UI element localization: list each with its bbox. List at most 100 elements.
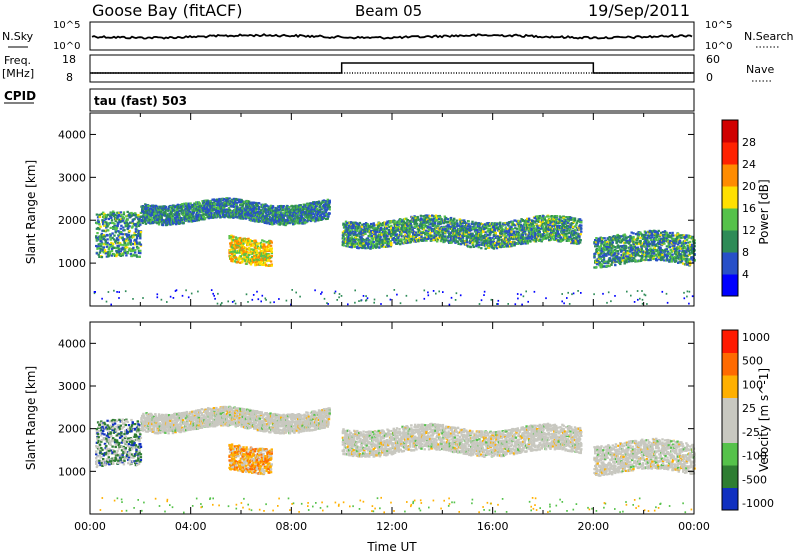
echo-cell	[298, 218, 302, 221]
echo-cell	[367, 246, 370, 249]
echo-cell	[314, 206, 317, 209]
echo-cell	[482, 244, 485, 247]
echo-cell	[278, 213, 282, 216]
echo-cell	[387, 224, 390, 227]
echo-cell	[255, 256, 258, 259]
echo-cell	[390, 227, 393, 230]
echo-cell	[282, 205, 285, 208]
echo-cell	[128, 230, 131, 233]
echo-cell	[237, 257, 240, 260]
echo-cell	[390, 224, 393, 227]
echo-cell	[311, 218, 314, 221]
echo-cell	[362, 242, 365, 245]
echo-cell	[414, 218, 417, 221]
echo-cell	[426, 236, 429, 239]
echo-cell	[380, 243, 383, 246]
echo-cell	[103, 243, 106, 246]
echo-cell	[108, 233, 112, 236]
echo-cell	[362, 233, 365, 236]
echo-cell	[222, 207, 226, 210]
echo-cell	[137, 230, 141, 233]
echo-cell	[370, 222, 373, 226]
echo-cell	[384, 231, 387, 234]
echo-cell	[239, 249, 242, 252]
echo-cell	[453, 239, 456, 242]
echo-cell	[171, 216, 174, 219]
echo-cell	[313, 202, 316, 206]
echo-cell	[450, 238, 453, 241]
echo-cell	[217, 206, 220, 209]
echo-cell	[412, 236, 415, 239]
echo-cell	[400, 232, 403, 235]
echo-cell	[108, 254, 111, 257]
echo-cell	[487, 233, 490, 237]
echo-cell	[396, 220, 399, 223]
echo-cell	[357, 222, 360, 226]
echo-cell	[124, 251, 127, 254]
echo-cell	[351, 225, 354, 228]
echo-cell	[354, 236, 358, 239]
echo-cell	[263, 244, 266, 247]
echo-cell	[129, 235, 132, 238]
echo-cell	[139, 252, 142, 255]
echo-cell	[475, 222, 478, 225]
echo-cell	[119, 254, 122, 257]
echo-cell	[379, 235, 382, 239]
echo-cell	[164, 214, 167, 217]
echo-cell	[253, 243, 256, 246]
echo-cell	[150, 209, 153, 212]
echo-cell	[241, 244, 244, 247]
echo-cell	[325, 208, 328, 211]
echo-cell	[478, 241, 481, 244]
echo-cell	[468, 233, 471, 236]
echo-cell	[372, 240, 375, 244]
echo-cell	[112, 242, 115, 245]
echo-cell	[327, 207, 331, 210]
echo-cell	[504, 239, 507, 242]
echo-cell	[153, 221, 156, 224]
echo-cell	[132, 235, 135, 238]
echo-cell	[215, 202, 218, 205]
nave-step-series	[90, 62, 694, 74]
echo-cell	[372, 233, 375, 236]
echo-cell	[141, 221, 144, 225]
echo-cell	[347, 240, 350, 243]
echo-cell	[242, 245, 246, 249]
echo-cell	[265, 218, 268, 221]
echo-cell	[366, 229, 369, 232]
echo-cell	[266, 241, 270, 244]
echo-cell	[281, 213, 285, 216]
echo-cell	[251, 258, 255, 261]
echo-cell	[169, 205, 173, 209]
echo-cell	[236, 251, 239, 254]
echo-cell	[357, 243, 360, 246]
echo-cell	[325, 204, 328, 207]
echo-cell	[257, 210, 260, 213]
echo-cell	[497, 245, 501, 249]
echo-cell	[459, 235, 463, 238]
echo-cell	[173, 209, 176, 212]
echo-cell	[235, 213, 238, 216]
echo-cell	[454, 230, 458, 233]
echo-cell	[233, 252, 236, 255]
echo-cell	[107, 213, 110, 216]
echo-cell	[125, 225, 128, 228]
echo-cell	[369, 234, 372, 237]
echo-cell	[134, 213, 138, 216]
echo-cell	[276, 222, 279, 225]
echo-cell	[271, 223, 274, 226]
echo-cell	[378, 240, 381, 243]
echo-cell	[299, 216, 302, 220]
echo-cell	[196, 203, 199, 206]
echo-cell	[482, 230, 485, 234]
echo-cell	[251, 252, 255, 255]
echo-cell	[466, 241, 469, 244]
echo-cell	[375, 239, 378, 242]
echo-cell	[507, 233, 510, 236]
echo-cell	[256, 251, 259, 254]
echo-cell	[453, 217, 456, 220]
echo-cell	[106, 234, 109, 237]
echo-cell	[115, 247, 118, 250]
echo-cell	[395, 227, 398, 230]
echo-cell	[157, 219, 160, 222]
